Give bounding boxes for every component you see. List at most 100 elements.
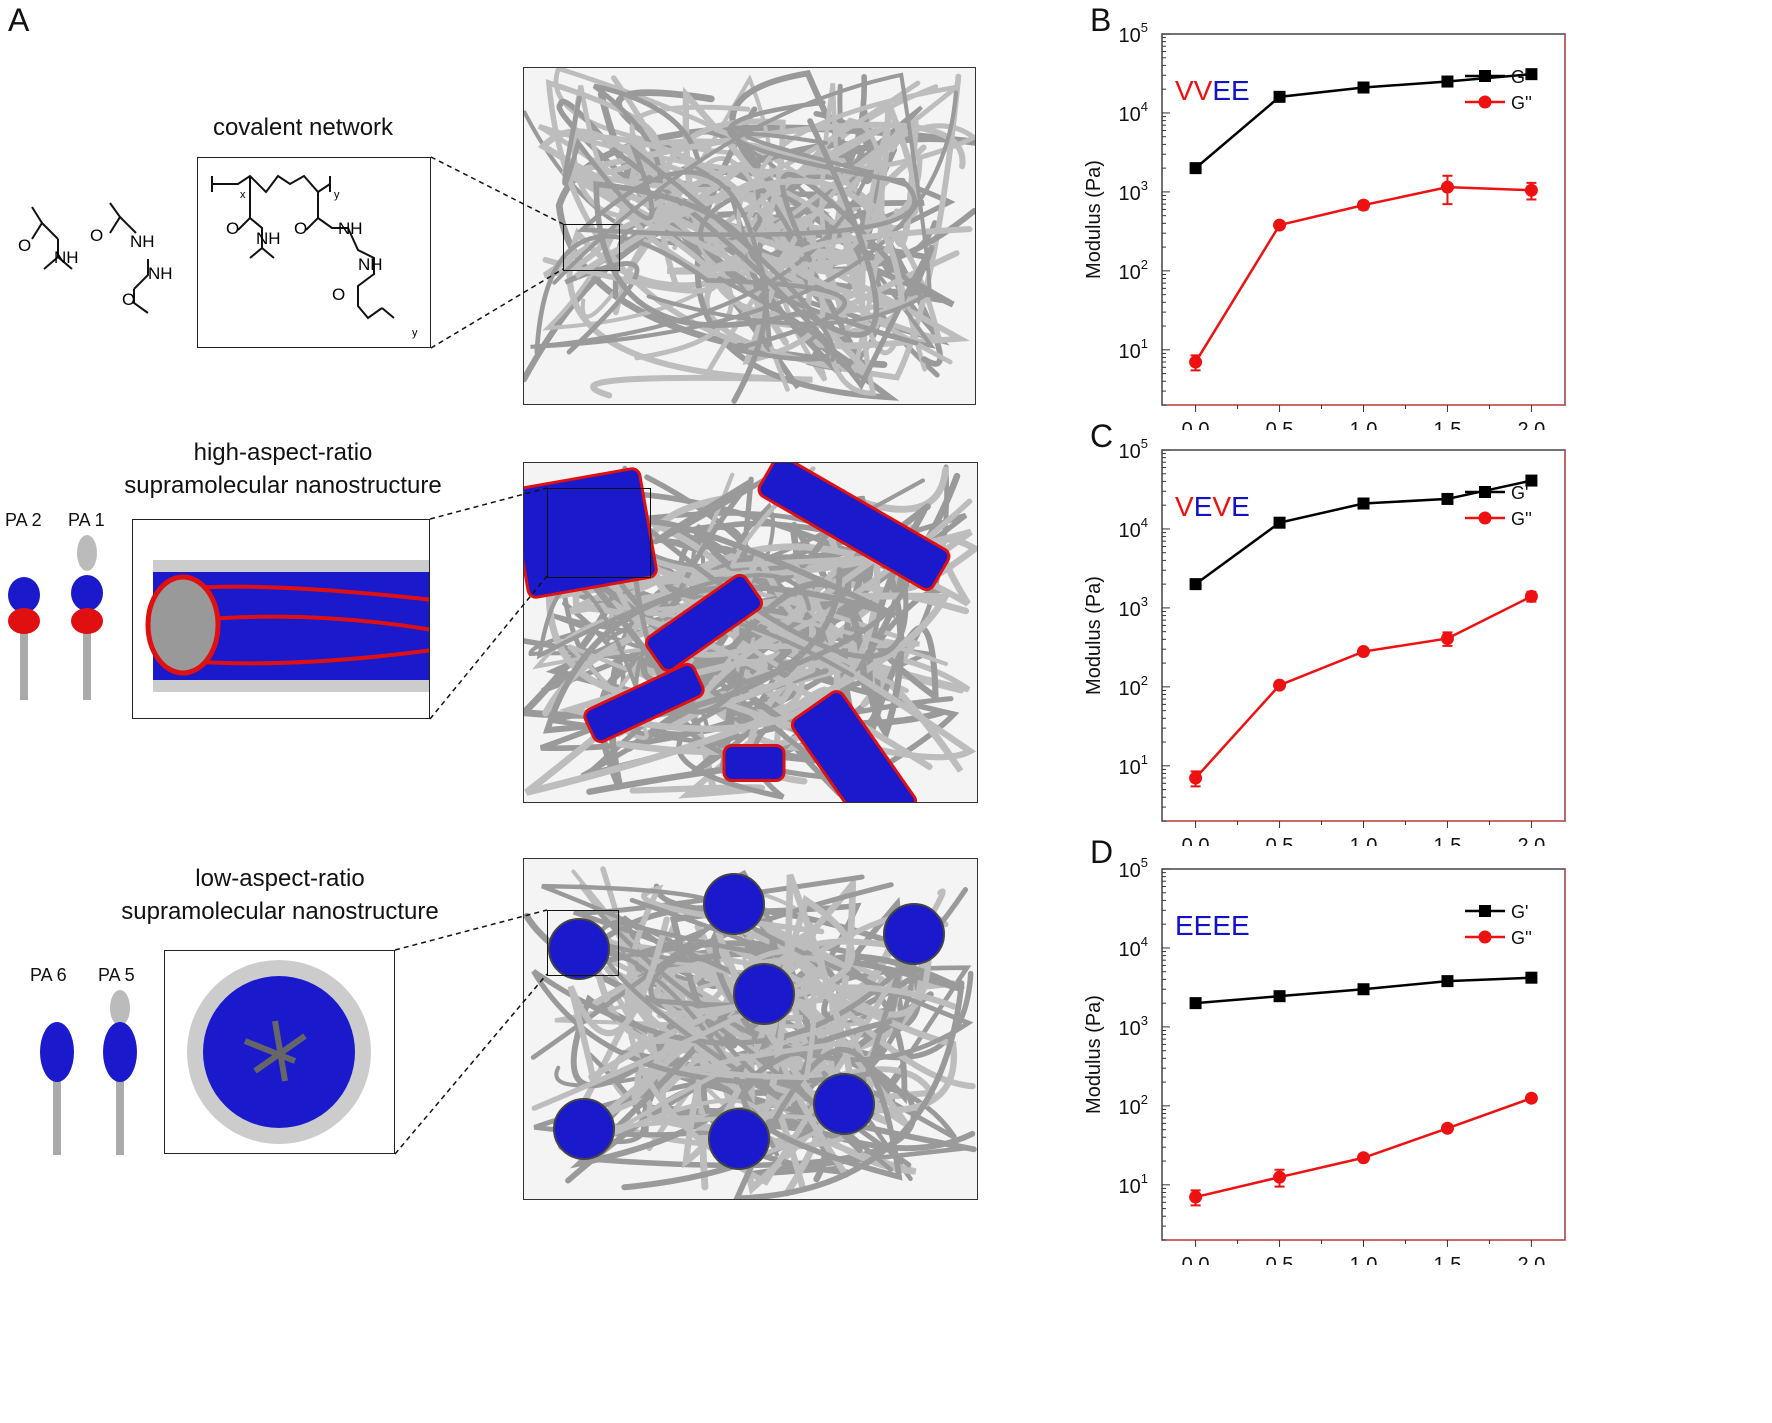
nanofiber: [757, 463, 951, 592]
panel-label-d: D: [1090, 834, 1114, 870]
y-tick-label: 101: [1119, 1171, 1148, 1198]
y-tick-label: 104: [1119, 99, 1148, 126]
data-point-circle: [1524, 589, 1538, 603]
y-tick-label: 105: [1119, 855, 1148, 882]
o-atom: O: [122, 290, 135, 309]
legend-label: G': [1511, 67, 1528, 87]
row-title-high-aspect: high-aspect-ratio supramolecular nanostr…: [73, 436, 493, 502]
legend-marker: [1479, 70, 1491, 82]
y-tick-label: 103: [1119, 1013, 1148, 1040]
data-point-square: [1357, 983, 1370, 996]
y-tick-label: 104: [1119, 934, 1148, 961]
legend-label: G'': [1511, 509, 1532, 529]
title-line: covalent network: [212, 114, 394, 141]
o-atom: O: [90, 226, 103, 245]
x-tick-label: 2.0: [1518, 419, 1546, 430]
nanofiber-render: [145, 560, 443, 692]
y-tick-label: 102: [1119, 673, 1148, 700]
data-point-circle: [1273, 1170, 1287, 1184]
y-tick-label: 101: [1119, 336, 1148, 363]
panel-label-a: A: [8, 2, 30, 38]
polymer-chain: [562, 95, 836, 363]
nh-group: NH: [338, 219, 363, 238]
o-atom: O: [18, 236, 31, 255]
data-point-circle: [1189, 355, 1203, 369]
y-tick-label: 103: [1119, 178, 1148, 205]
crosslinked-polymer-structure: O NH O NH NH O x y y: [211, 174, 418, 339]
fiber-detail-box: [132, 519, 443, 719]
panel-label-b: B: [1090, 2, 1112, 38]
data-point-square: [1273, 90, 1286, 103]
x-tick-label: 0.0: [1182, 835, 1210, 846]
legend-label: G'': [1511, 93, 1532, 113]
y-tick-label: 103: [1119, 594, 1148, 621]
polymer-chain: [534, 233, 848, 362]
peptide-amphiphile-models-pa2-pa1: [8, 535, 103, 700]
title-line: supramolecular nanostructure: [124, 472, 442, 499]
micelle-detail-box: [164, 950, 395, 1154]
y-axis-label: Modulus (Pa): [1083, 576, 1105, 695]
data-point-square: [1189, 578, 1202, 591]
legend-marker: [1479, 905, 1491, 917]
data-point-square: [1525, 474, 1538, 487]
y-tick-label: 102: [1119, 257, 1148, 284]
micelle: [703, 873, 765, 935]
legend-label: G': [1511, 902, 1528, 922]
polymer-chain: [530, 90, 959, 349]
subscript-y: y: [334, 189, 340, 201]
nh-group: NH: [54, 248, 79, 267]
polymer-chain: [592, 965, 755, 1108]
micelle: [883, 903, 945, 965]
molecule-label-pa2: PA 2: [5, 510, 42, 530]
nanofiber: [583, 662, 705, 744]
legend-marker: [1478, 930, 1492, 944]
nh-group: NH: [256, 229, 281, 248]
data-point-circle: [1524, 1091, 1538, 1105]
y-tick-label: 105: [1119, 20, 1148, 47]
series-line-g-double-prime: [1195, 1097, 1532, 1199]
polymer-chain: [695, 488, 928, 741]
data-point-square: [1441, 492, 1454, 505]
zoom-region-box: [547, 488, 651, 578]
micelle: [813, 1073, 875, 1135]
data-point-square: [1441, 75, 1454, 88]
molecule-label-pa6: PA 6: [30, 965, 67, 985]
o-atom: O: [294, 219, 307, 238]
polymer-chain: [574, 161, 973, 312]
data-point-circle: [1440, 1121, 1454, 1135]
data-point-square: [1273, 990, 1286, 1003]
legend-label: G': [1511, 483, 1528, 503]
data-point-circle: [1357, 1151, 1370, 1165]
sequence-annotation: VEVE: [1175, 491, 1250, 522]
subscript-x: x: [240, 189, 246, 201]
nanofiber: [722, 744, 786, 782]
data-point-square: [1273, 516, 1286, 529]
data-point-circle: [1357, 645, 1370, 659]
x-tick-label: 2.0: [1518, 1254, 1546, 1265]
x-tick-label: 1.0: [1350, 835, 1378, 846]
data-point-circle: [1189, 1190, 1203, 1204]
zoom-connector-lines: [394, 156, 564, 1155]
legend-marker: [1478, 511, 1492, 525]
title-line: supramolecular nanostructure: [121, 898, 439, 925]
polymer-chain: [611, 147, 935, 391]
molecule-label-pa1: PA 1: [68, 510, 105, 530]
nanofiber: [790, 690, 918, 802]
zoom-region-box: [547, 910, 619, 976]
nh-group: NH: [358, 255, 383, 274]
title-line: low-aspect-ratio: [195, 865, 365, 892]
x-tick-label: 0.5: [1266, 419, 1294, 430]
x-tick-label: 0.5: [1266, 1254, 1294, 1265]
series-line-g-double-prime: [1194, 185, 1532, 363]
x-tick-label: 0.0: [1182, 419, 1210, 430]
legend-marker: [1478, 95, 1492, 109]
x-tick-label: 1.0: [1350, 1254, 1378, 1265]
y-tick-label: 101: [1119, 752, 1148, 779]
y-tick-label: 102: [1119, 1092, 1148, 1119]
micelle: [708, 1108, 770, 1170]
polymer-chain: [537, 123, 975, 378]
y-tick-label: 105: [1119, 436, 1148, 463]
